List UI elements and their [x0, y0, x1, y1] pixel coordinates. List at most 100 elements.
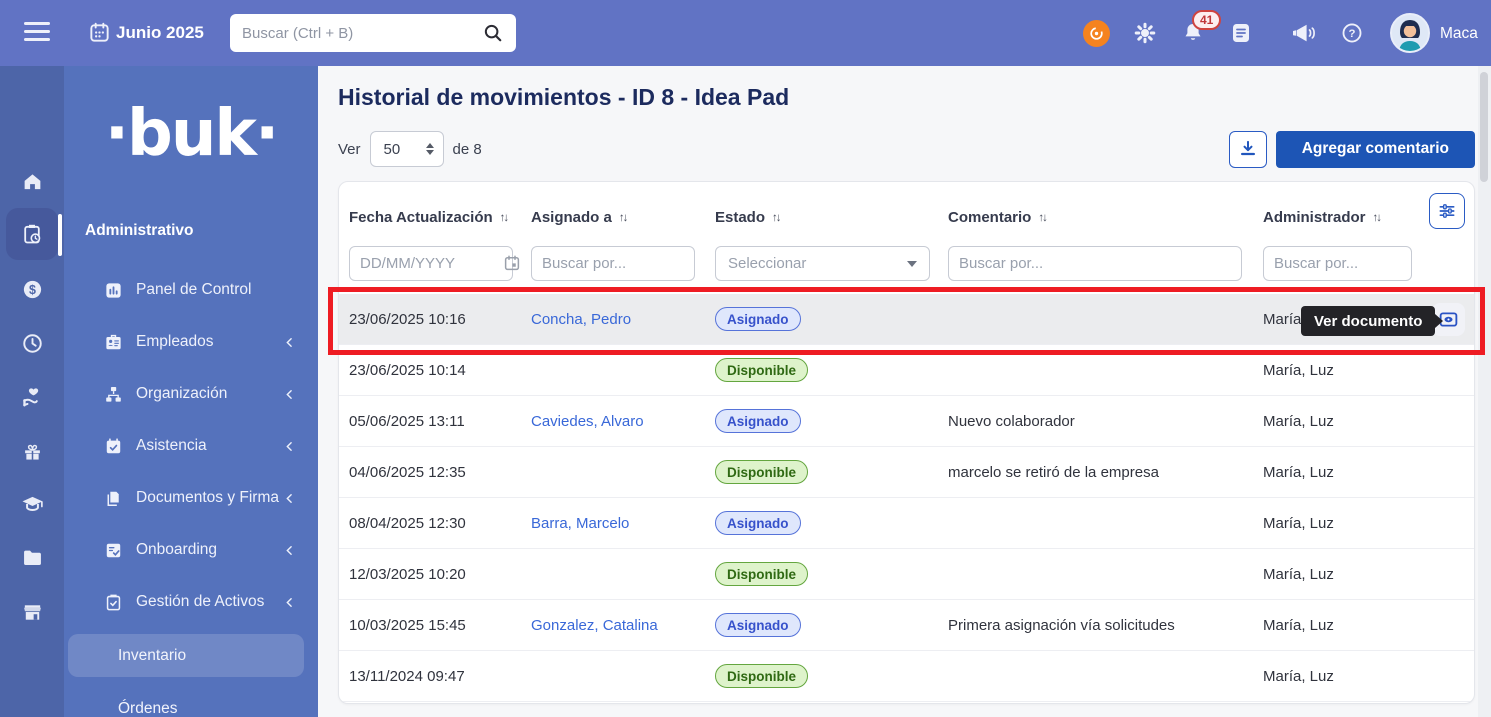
sort-icon[interactable]: ↑↓ [1372, 211, 1382, 224]
filter-fecha-input[interactable] [349, 246, 513, 281]
column-header-asignado[interactable]: Asignado a ↑↓ [531, 209, 628, 226]
help-icon[interactable]: ? [1341, 22, 1365, 46]
cell-fecha-actualizacion: 10/03/2025 15:45 [349, 616, 466, 634]
sidebar-subitem-ordenes[interactable]: Órdenes [68, 687, 304, 717]
add-comment-button[interactable]: Agregar comentario [1275, 130, 1475, 168]
status-badge: Asignado [715, 409, 801, 433]
rail-benefits-hand-heart-icon[interactable] [0, 375, 64, 419]
sidebar-item-onboarding[interactable]: Onboarding [64, 524, 318, 576]
calendar-icon[interactable] [88, 21, 111, 44]
chevron-collapsed-icon [283, 492, 296, 505]
user-name[interactable]: Maca [1440, 25, 1478, 42]
download-icon [1238, 139, 1258, 159]
movements-table-card: Fecha Actualización ↑↓ Asignado a ↑↓ Estad… [338, 181, 1475, 704]
stepper-icon [425, 143, 434, 155]
sidebar-subitem-label: Órdenes [118, 699, 178, 717]
filter-asignado-input[interactable] [531, 246, 695, 281]
table-filter-row: Seleccionar [339, 246, 1474, 282]
announcements-megaphone-icon[interactable] [1290, 21, 1317, 45]
cell-asignado-a[interactable]: Gonzalez, Catalina [531, 616, 658, 634]
user-avatar[interactable] [1390, 13, 1430, 53]
product-updates-icon[interactable] [1083, 20, 1110, 47]
hamburger-menu-icon[interactable] [24, 22, 50, 44]
page-size-select[interactable]: 50 [369, 131, 444, 167]
notifications-bell-icon[interactable]: 41 [1181, 10, 1222, 45]
cell-fecha-actualizacion: 08/04/2025 12:30 [349, 514, 466, 532]
filter-estado-select[interactable]: Seleccionar [715, 246, 930, 281]
column-header-fecha[interactable]: Fecha Actualización ↑↓ [349, 209, 509, 226]
sidebar-item-documentos-y-firma[interactable]: Documentos y Firma [64, 472, 318, 524]
main-content: Historial de movimientos - ID 8 - Idea P… [318, 66, 1491, 717]
cell-administrador: María, Luz [1263, 412, 1334, 430]
column-header-estado[interactable]: Estado ↑↓ [715, 209, 781, 226]
cell-asignado-a[interactable]: Caviedes, Alvaro [531, 412, 644, 430]
sidebar-subitem-label: Inventario [118, 646, 187, 664]
cell-fecha-actualizacion: 13/11/2024 09:47 [349, 667, 465, 685]
sort-icon[interactable]: ↑↓ [618, 211, 628, 224]
rail-gift-icon[interactable] [0, 429, 64, 473]
cell-administrador: María, Luz [1263, 463, 1334, 481]
table-row[interactable]: 05/06/2025 13:11 Caviedes, Alvaro Asigna… [339, 396, 1474, 447]
rail-marketplace-shop-icon[interactable] [0, 590, 64, 634]
table-row[interactable]: 23/06/2025 10:16 Concha, Pedro Asignado … [339, 294, 1474, 345]
filter-administrador-input[interactable] [1263, 246, 1412, 281]
cell-fecha-actualizacion: 12/03/2025 10:20 [349, 565, 466, 583]
view-document-tooltip: Ver documento [1301, 306, 1444, 336]
search-input[interactable] [242, 24, 482, 42]
onboarding-checklist-icon [104, 541, 123, 560]
sidebar-item-panel-de-control[interactable]: Panel de Control [64, 264, 318, 316]
column-header-administrador[interactable]: Administrador ↑↓ [1263, 209, 1382, 226]
reports-notes-icon[interactable] [1229, 21, 1253, 45]
rail-time-icon[interactable] [0, 321, 64, 365]
global-search[interactable] [230, 14, 516, 52]
chevron-down-icon [907, 260, 917, 267]
notification-count-badge[interactable]: 41 [1192, 10, 1222, 30]
cell-asignado-a[interactable]: Concha, Pedro [531, 310, 632, 328]
rail-documents-folder-icon[interactable] [0, 535, 64, 579]
status-badge: Disponible [715, 664, 809, 688]
rail-home-icon[interactable] [0, 159, 64, 203]
table-row[interactable]: 08/04/2025 12:30 Barra, Marcelo Asignado… [339, 498, 1474, 549]
sidebar-item-asistencia[interactable]: Asistencia [64, 420, 318, 472]
cell-comentario: Nuevo colaborador [948, 412, 1075, 430]
status-badge: Disponible [715, 562, 809, 586]
table-row[interactable]: 10/03/2025 15:45 Gonzalez, Catalina Asig… [339, 600, 1474, 651]
filter-comentario-input[interactable] [948, 246, 1242, 281]
rail-active-indicator [58, 214, 62, 256]
table-row[interactable]: 12/03/2025 10:20 Disponible María, Luz [339, 549, 1474, 600]
search-icon[interactable] [482, 22, 504, 44]
period-label[interactable]: Junio 2025 [116, 23, 204, 42]
attendance-calendar-icon [104, 437, 123, 456]
cell-estado: Asignado [715, 511, 948, 535]
sidebar-item-label: Asistencia [136, 437, 207, 454]
column-settings-button[interactable] [1429, 193, 1465, 229]
download-button[interactable] [1228, 130, 1267, 168]
chevron-collapsed-icon [283, 440, 296, 453]
sidebar-item-empleados[interactable]: Empleados [64, 316, 318, 368]
sidebar-section-label: Administrativo [85, 222, 194, 239]
table-row[interactable]: 04/06/2025 12:35 Disponible marcelo se r… [339, 447, 1474, 498]
sidebar-item-organizacion[interactable]: Organización [64, 368, 318, 420]
sort-icon[interactable]: ↑↓ [1038, 211, 1047, 224]
page-scrollbar[interactable] [1478, 66, 1491, 717]
cell-asignado-a[interactable]: Barra, Marcelo [531, 514, 630, 532]
chevron-collapsed-icon [283, 596, 296, 609]
rail-training-graduation-icon[interactable] [0, 481, 64, 525]
rail-asset-management-icon-active[interactable] [6, 208, 58, 260]
cell-administrador: María, Luz [1263, 616, 1334, 634]
sidebar-subitem-inventario[interactable]: Inventario [68, 634, 304, 677]
scrollbar-thumb[interactable] [1480, 72, 1488, 182]
rail-payroll-icon[interactable]: $ [0, 267, 64, 311]
sort-icon[interactable]: ↑↓ [772, 211, 781, 224]
chevron-collapsed-icon [283, 544, 296, 557]
cell-estado: Disponible [715, 562, 948, 586]
status-badge: Asignado [715, 307, 801, 331]
cell-fecha-actualizacion: 04/06/2025 12:35 [349, 463, 466, 481]
column-header-comentario[interactable]: Comentario ↑↓ [948, 209, 1048, 226]
settings-gear-icon[interactable] [1133, 21, 1157, 45]
table-row[interactable]: 13/11/2024 09:47 Disponible María, Luz [339, 651, 1474, 702]
sort-icon[interactable]: ↑↓ [499, 211, 509, 224]
table-row[interactable]: 23/06/2025 10:14 Disponible María, Luz [339, 345, 1474, 396]
sidebar-item-gestion-de-activos[interactable]: Gestión de Activos [64, 576, 318, 628]
